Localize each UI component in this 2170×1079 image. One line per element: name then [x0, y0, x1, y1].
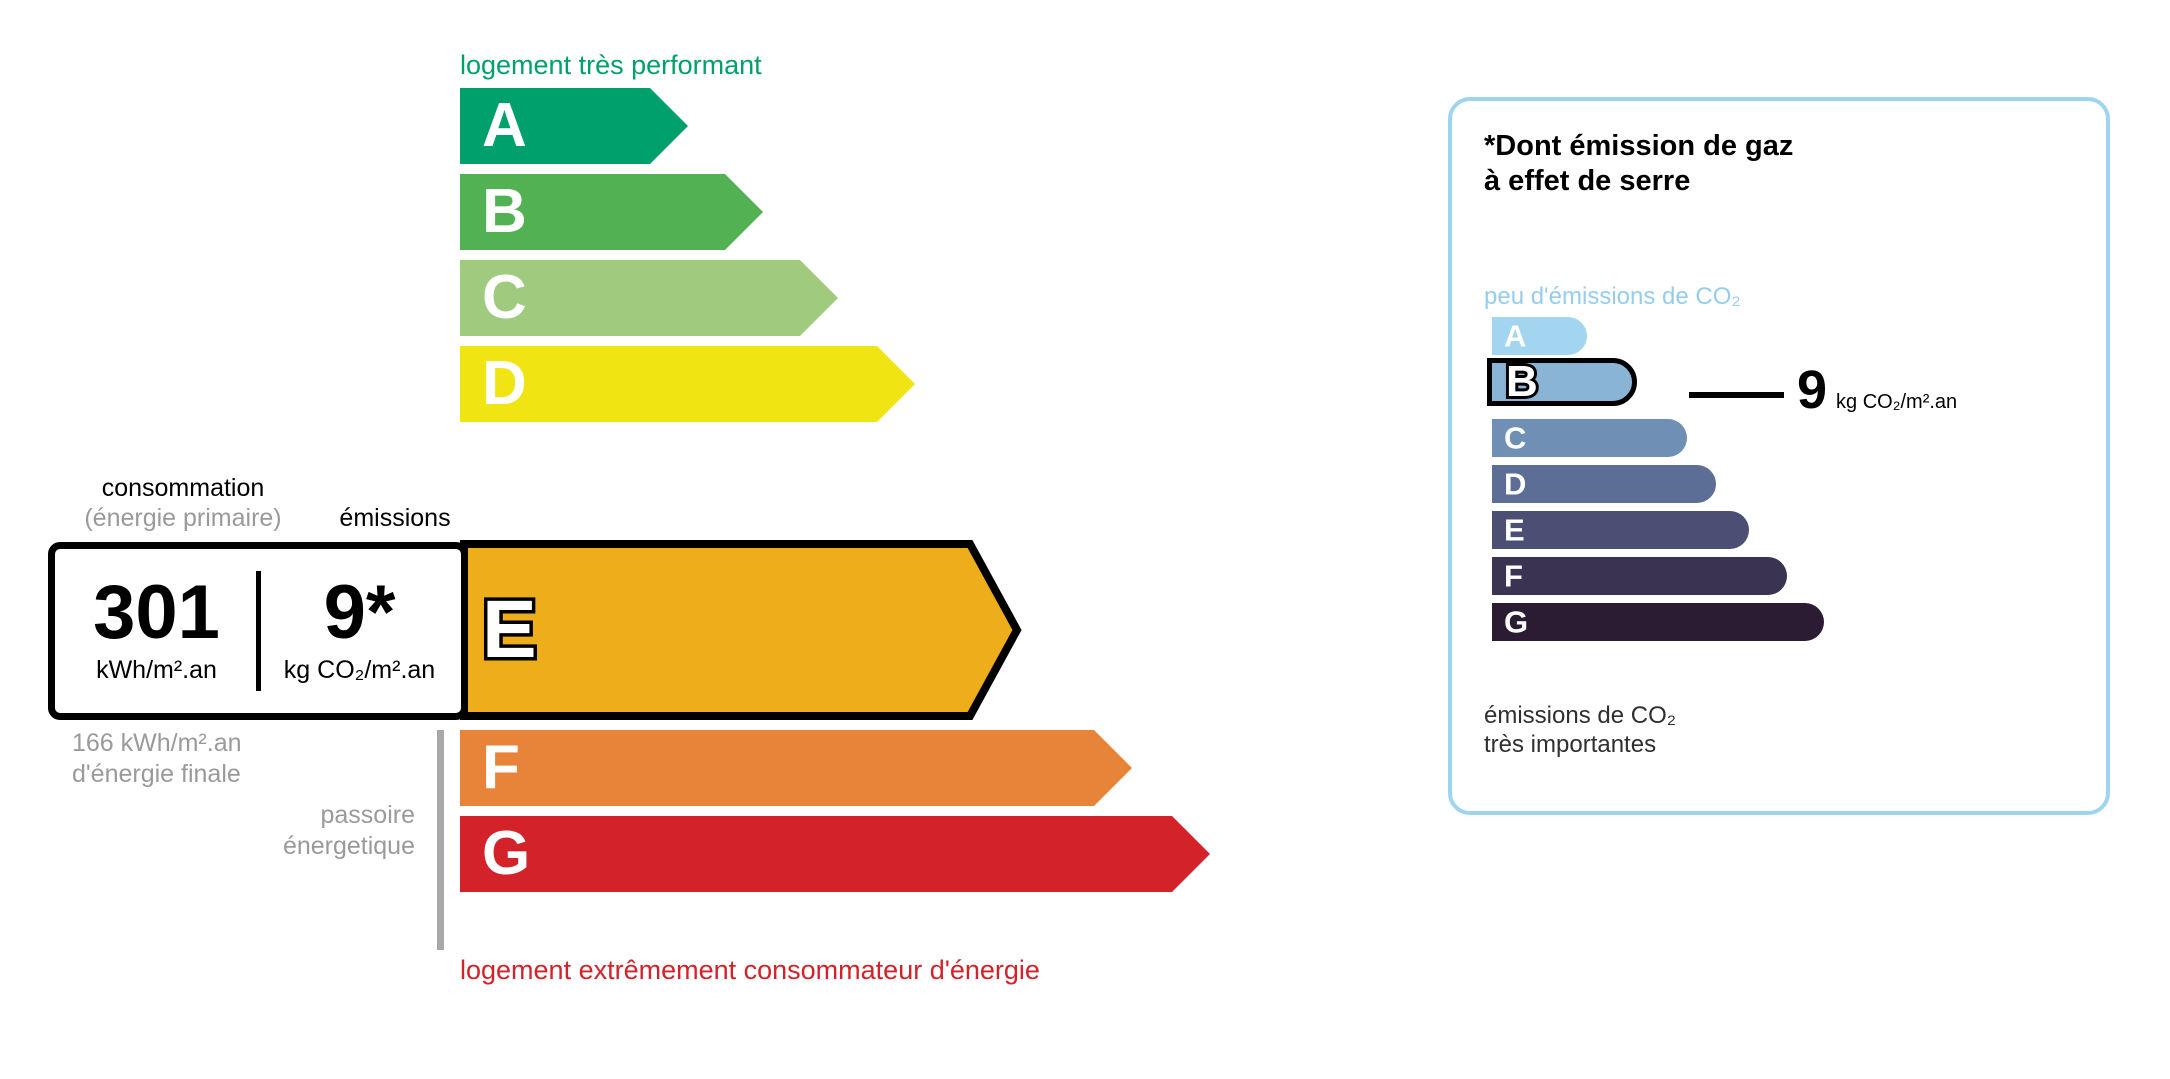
energy-bar-a[interactable]: A [460, 88, 728, 164]
co2-bar-g-letter: G [1504, 604, 1529, 640]
co2-bar-f[interactable]: F [1492, 557, 1787, 595]
energy-performance-scale: logement très performant A B C D E [48, 50, 1250, 985]
co2-bar-d-letter: D [1504, 466, 1527, 502]
co2-title-line1: *Dont émission de gaz [1484, 130, 1794, 162]
label-emissions: émissions [339, 504, 451, 532]
consumption-value: 301 [93, 570, 220, 656]
energy-bar-d-letter: D [482, 349, 527, 418]
energy-bar-c[interactable]: C [460, 260, 878, 336]
energy-bar-a-letter: A [482, 91, 527, 160]
passoire-bracket-rule [437, 730, 444, 950]
emission-unit: kg CO₂/m².an [283, 655, 436, 684]
label-energie-primaire: (énergie primaire) [84, 504, 282, 532]
passoire-line1: passoire [320, 801, 416, 829]
co2-bottom-caption: émissions de CO₂ très importantes [1484, 701, 1676, 760]
energy-bar-e-selected[interactable]: E [460, 540, 1065, 720]
co2-callout-leader-line [1689, 392, 1784, 398]
co2-bar-c-letter: C [1504, 420, 1527, 456]
co2-value-unit: kg CO₂/m².an [1836, 391, 1958, 413]
passoire-line2: énergetique [282, 832, 415, 861]
co2-bar-d[interactable]: D [1492, 465, 1716, 503]
co2-bottom-line2: très importantes [1484, 731, 1657, 759]
energy-bar-d[interactable]: D [460, 346, 955, 422]
energy-bar-e-shape [460, 540, 1022, 720]
energy-scale-top-caption: logement très performant [460, 50, 762, 80]
energy-bar-e-letter: E [479, 584, 541, 675]
value-box-divider [256, 571, 261, 691]
co2-bar-b-letter: B [1503, 357, 1541, 407]
co2-callout-value: 9 kg CO₂/m².an [1797, 363, 1957, 417]
co2-bar-e[interactable]: E [1492, 511, 1749, 549]
passoire-energetique-label: passoire énergetique [230, 800, 415, 863]
co2-title-line2: à effet de serre [1484, 165, 1691, 198]
energy-scale-bottom-caption: logement extrêmement consommateur d'éner… [460, 955, 1040, 985]
emission-value: 9* [323, 570, 396, 656]
consumption-unit: kWh/m².an [96, 655, 217, 684]
final-energy-note: 166 kWh/m².an d'énergie finale [72, 728, 242, 791]
co2-bottom-line1: émissions de CO₂ [1484, 702, 1677, 729]
energy-bar-g-shape [460, 816, 1210, 892]
energy-bar-g[interactable]: G [460, 816, 1250, 892]
co2-bar-a[interactable]: A [1492, 317, 1587, 355]
co2-bar-f-letter: F [1504, 558, 1523, 594]
co2-bar-b-selected[interactable]: B [1487, 357, 1637, 407]
final-energy-line2: d'énergie finale [72, 760, 241, 789]
energy-bar-c-letter: C [482, 263, 527, 332]
energy-bar-g-letter: G [482, 819, 531, 888]
energy-bar-c-shape [460, 260, 838, 336]
energy-bar-f-letter: F [482, 733, 520, 802]
energy-bar-d-shape [460, 346, 915, 422]
energy-bar-b-shape [460, 174, 763, 250]
consumption-value-cell: 301 kWh/m².an [55, 549, 258, 713]
emission-value-cell: 9* kg CO₂/m².an [258, 549, 461, 713]
label-consommation: consommation [101, 474, 265, 502]
co2-value-number: 9 [1797, 360, 1828, 420]
co2-top-caption: peu d'émissions de CO₂ [1484, 283, 1741, 310]
co2-panel-title: *Dont émission de gaz à effet de serre [1484, 129, 1793, 200]
energy-bar-a-shape [460, 88, 688, 164]
co2-bar-c[interactable]: C [1492, 419, 1687, 457]
energy-bar-f[interactable]: F [460, 730, 1172, 806]
co2-emissions-panel: *Dont émission de gaz à effet de serre p… [1448, 97, 2110, 815]
energy-bar-f-shape [460, 730, 1132, 806]
rating-value-box: 301 kWh/m².an 9* kg CO₂/m².an [48, 542, 468, 720]
co2-bar-e-letter: E [1504, 512, 1525, 548]
co2-bar-g[interactable]: G [1492, 603, 1824, 641]
co2-bar-a-letter: A [1504, 318, 1527, 354]
energy-bar-b[interactable]: B [460, 174, 803, 250]
final-energy-line1: 166 kWh/m².an [72, 729, 242, 757]
energy-bar-b-letter: B [482, 177, 527, 246]
